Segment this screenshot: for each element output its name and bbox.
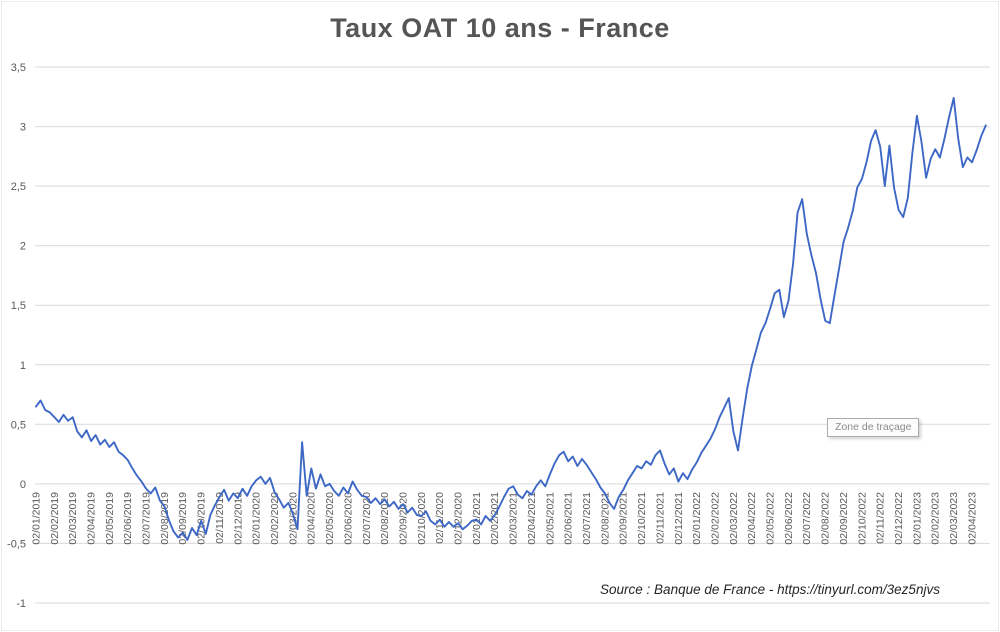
x-axis-tick-label: 02/02/2022 [709, 492, 721, 545]
x-axis-tick-label: 02/01/2022 [691, 492, 703, 545]
x-axis-tick-label: 02/09/2021 [618, 492, 630, 545]
x-axis-tick-label: 02/03/2022 [728, 492, 740, 545]
x-axis-tick-label: 02/02/2019 [49, 492, 61, 545]
x-axis-tick-label: 02/08/2019 [159, 492, 171, 545]
x-axis-tick-label: 02/07/2019 [140, 492, 152, 545]
x-axis-tick-label: 02/08/2021 [599, 492, 611, 545]
x-axis-tick-label: 02/06/2021 [563, 492, 575, 545]
x-axis-tick-label: 02/09/2020 [397, 492, 409, 545]
x-axis-tick-label: 02/10/2022 [856, 492, 868, 545]
x-axis-tick-label: 02/12/2020 [452, 492, 464, 545]
x-axis-tick-label: 02/02/2020 [269, 492, 281, 545]
x-axis-tick-label: 02/10/2021 [636, 492, 648, 545]
x-axis-tick-label: 02/10/2019 [196, 492, 208, 545]
y-axis-tick-label: -1 [16, 598, 26, 610]
x-axis-tick-label: 02/09/2022 [838, 492, 850, 545]
x-axis-tick-label: 02/08/2022 [820, 492, 832, 545]
x-axis-tick-label: 02/12/2022 [893, 492, 905, 545]
y-axis-tick-label: -0,5 [7, 538, 26, 550]
x-axis-tick-label: 02/03/2021 [508, 492, 520, 545]
x-axis-tick-label: 02/05/2019 [104, 492, 116, 545]
y-axis-tick-label: 3,5 [11, 62, 26, 74]
x-axis-tick-label: 02/07/2020 [361, 492, 373, 545]
data-series-line[interactable] [35, 97, 987, 541]
x-axis-tick-label: 02/02/2023 [930, 492, 942, 545]
x-axis-tick-label: 02/07/2021 [581, 492, 593, 545]
source-caption: Source : Banque de France - https://tiny… [600, 582, 940, 597]
x-axis-tick-label: 02/04/2022 [746, 492, 758, 545]
x-axis-tick-label: 02/11/2021 [654, 492, 666, 544]
x-axis-tick-label: 02/11/2020 [434, 492, 446, 544]
x-axis-tick-label: 02/09/2019 [177, 492, 189, 545]
x-axis-tick-label: 02/07/2022 [801, 492, 813, 545]
x-axis-tick-label: 02/01/2023 [911, 492, 923, 545]
x-axis-tick-label: 02/05/2020 [324, 492, 336, 545]
x-axis-tick-label: 02/03/2019 [67, 492, 79, 545]
y-axis-tick-label: 0 [20, 479, 26, 491]
y-axis-tick-label: 3 [20, 122, 26, 134]
x-axis-tick-label: 02/04/2019 [85, 492, 97, 545]
x-axis-tick-label: 02/04/2021 [526, 492, 538, 545]
x-axis-tick-label: 02/05/2021 [544, 492, 556, 545]
y-axis-tick-label: 2 [20, 241, 26, 253]
x-axis-tick-label: 02/06/2020 [342, 492, 354, 545]
x-axis-tick-label: 02/02/2021 [489, 492, 501, 545]
x-axis-tick-label: 02/04/2020 [306, 492, 318, 545]
chart-title[interactable]: Taux OAT 10 ans - France [330, 13, 670, 43]
y-axis-tick-label: 1 [20, 360, 26, 372]
x-axis-tick-label: 02/12/2019 [232, 492, 244, 545]
y-axis-tick-label: 0,5 [11, 419, 26, 431]
plot-area-tooltip: Zone de traçage [827, 418, 920, 437]
x-axis-tick-label: 02/06/2022 [783, 492, 795, 545]
x-axis-tick-label: 02/01/2020 [251, 492, 263, 545]
x-axis-tick-label: 02/05/2022 [764, 492, 776, 545]
x-axis-tick-label: 02/03/2023 [948, 492, 960, 545]
y-axis-tick-label: 1,5 [11, 300, 26, 312]
x-axis-tick-label: 02/01/2021 [471, 492, 483, 545]
x-axis-tick-label: 02/04/2023 [966, 492, 978, 545]
x-axis-tick-label: 02/11/2022 [875, 492, 887, 544]
x-axis-tick-label: 02/11/2019 [214, 492, 226, 544]
y-axis-tick-label: 2,5 [11, 181, 26, 193]
x-axis-tick-label: 02/06/2019 [122, 492, 134, 545]
x-axis-tick-label: 02/10/2020 [416, 492, 428, 545]
x-axis-tick-label: 02/12/2021 [673, 492, 685, 545]
x-axis-tick-label: 02/01/2019 [30, 492, 42, 545]
